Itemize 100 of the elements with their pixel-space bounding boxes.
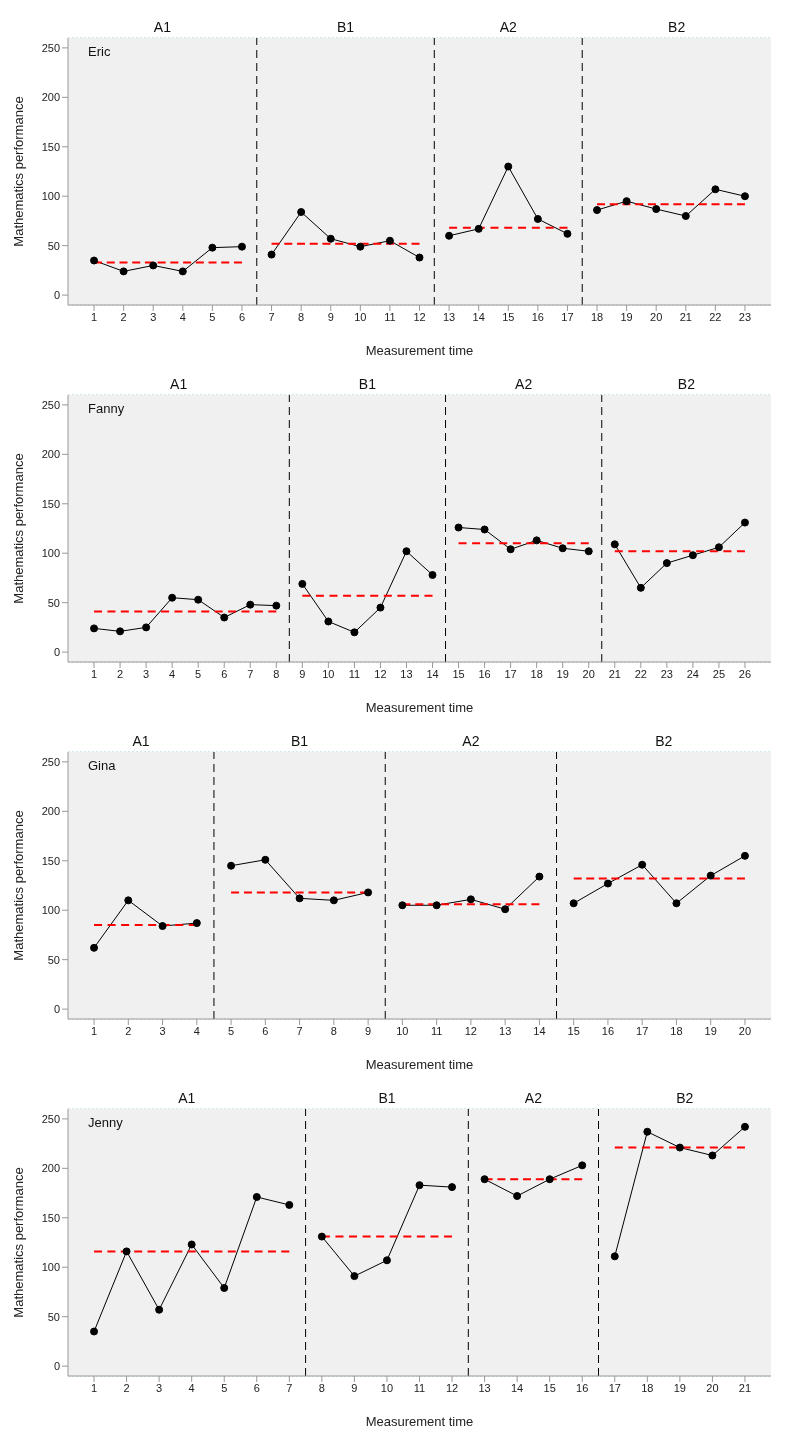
- band-label: A1: [132, 733, 150, 749]
- point: [584, 547, 593, 556]
- x-tick-label: 1: [90, 1024, 98, 1037]
- point: [672, 899, 681, 908]
- point: [432, 901, 441, 910]
- x-tick-label: 15: [452, 667, 465, 680]
- point: [545, 1175, 554, 1184]
- y-axis-title: Mathematics performance: [10, 96, 26, 247]
- x-tick-label: 20: [706, 1381, 719, 1394]
- y-tick-label: 0: [53, 289, 60, 302]
- y-tick-label: 50: [47, 1310, 60, 1323]
- y-tick-label: 200: [41, 91, 60, 104]
- point: [208, 243, 217, 252]
- y-tick-label: 150: [41, 140, 60, 153]
- band-label: B1: [336, 19, 355, 35]
- point: [578, 1161, 587, 1170]
- x-tick-label: 1: [90, 667, 98, 680]
- point: [298, 579, 307, 588]
- x-tick-label: 12: [464, 1024, 478, 1037]
- y-tick-label: 0: [53, 1003, 60, 1016]
- point: [220, 1283, 229, 1292]
- x-tick-label: 7: [296, 1024, 303, 1037]
- x-tick-label: 14: [426, 667, 439, 680]
- x-tick-label: 12: [374, 667, 387, 680]
- point: [711, 185, 720, 194]
- x-axis-title: Measurement time: [365, 1057, 474, 1072]
- point: [90, 943, 99, 952]
- point: [124, 896, 133, 905]
- x-tick-label: 15: [567, 1024, 580, 1037]
- y-tick-label: 100: [41, 190, 60, 203]
- point: [740, 1122, 749, 1131]
- x-tick-label: 4: [169, 667, 176, 680]
- x-tick-label: 8: [330, 1024, 337, 1037]
- x-tick-label: 15: [502, 310, 515, 323]
- point: [533, 214, 542, 223]
- point: [194, 595, 203, 604]
- x-tick-label: 20: [582, 667, 595, 680]
- x-tick-label: 5: [209, 310, 216, 323]
- x-tick-label: 7: [247, 667, 254, 680]
- y-tick-label: 50: [47, 239, 60, 252]
- x-tick-label: 11: [384, 310, 396, 323]
- x-tick-label: 3: [159, 1024, 166, 1037]
- point: [415, 253, 424, 262]
- point: [168, 593, 177, 602]
- x-tick-label: 12: [445, 1381, 459, 1394]
- band-label: A2: [524, 1090, 543, 1106]
- point: [356, 242, 365, 251]
- x-tick-label: 6: [262, 1024, 269, 1037]
- y-tick-label: 0: [53, 1360, 60, 1373]
- x-tick-label: 5: [221, 1381, 228, 1394]
- point: [638, 860, 647, 869]
- x-tick-label: 2: [117, 667, 124, 680]
- point: [636, 583, 645, 592]
- point: [480, 1175, 489, 1184]
- band-label: A1: [170, 376, 188, 392]
- y-tick-label: 250: [41, 398, 60, 411]
- x-tick-label: 10: [396, 1024, 409, 1037]
- point: [504, 162, 513, 171]
- x-tick-label: 20: [650, 310, 663, 323]
- point: [227, 861, 236, 870]
- x-tick-label: 11: [430, 1024, 443, 1037]
- x-tick-label: 16: [478, 667, 491, 680]
- point: [643, 1127, 652, 1136]
- point: [740, 518, 749, 527]
- point: [246, 600, 255, 609]
- point: [187, 1240, 196, 1249]
- point: [569, 899, 578, 908]
- x-axis-title: Measurement time: [365, 343, 474, 358]
- x-tick-label: 4: [188, 1381, 195, 1394]
- y-tick-label: 50: [47, 953, 60, 966]
- x-tick-label: 1: [90, 310, 98, 323]
- point: [155, 1305, 164, 1314]
- point: [350, 1272, 359, 1281]
- band-label: A2: [462, 733, 480, 749]
- x-tick-label: 16: [576, 1381, 589, 1394]
- point: [714, 543, 723, 552]
- point: [285, 1200, 294, 1209]
- band-label: B1: [358, 376, 377, 392]
- x-tick-label: 6: [221, 667, 228, 680]
- point: [317, 1232, 326, 1241]
- x-tick-label: 12: [413, 310, 426, 323]
- x-tick-label: 10: [354, 310, 367, 323]
- point: [267, 250, 276, 259]
- x-tick-label: 3: [150, 310, 157, 323]
- point: [116, 627, 125, 636]
- point: [382, 1256, 391, 1265]
- x-tick-label: 14: [472, 310, 485, 323]
- x-tick-label: 17: [636, 1024, 649, 1037]
- x-tick-label: 9: [351, 1381, 358, 1394]
- x-tick-label: 7: [268, 310, 275, 323]
- x-tick-label: 19: [704, 1024, 717, 1037]
- point: [398, 901, 407, 910]
- y-tick-label: 150: [41, 1211, 60, 1224]
- point: [603, 879, 612, 888]
- x-tick-label: 15: [543, 1381, 556, 1394]
- point: [402, 547, 411, 556]
- band-label: B2: [668, 19, 686, 35]
- point: [90, 1327, 99, 1336]
- point: [688, 551, 697, 560]
- point: [178, 267, 187, 276]
